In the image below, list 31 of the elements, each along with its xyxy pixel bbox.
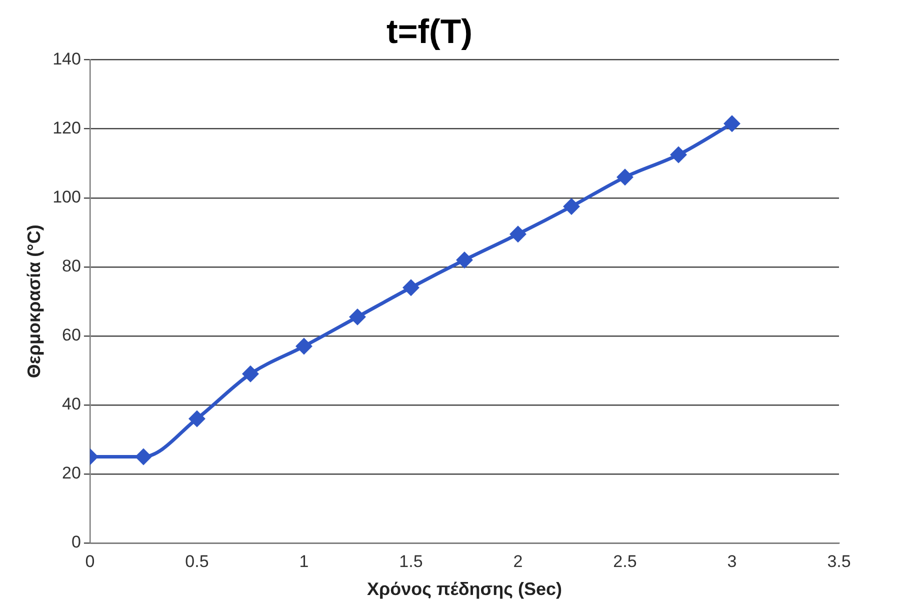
point <box>617 169 633 185</box>
point <box>456 252 472 268</box>
x-tick-label: 2.5 <box>613 552 637 571</box>
point <box>724 116 740 132</box>
y-tick-label: 140 <box>52 49 81 68</box>
y-tick-label: 40 <box>62 394 81 414</box>
x-tick-label: 3.5 <box>827 552 851 571</box>
chart-title: t=f(T) <box>386 12 472 51</box>
x-tick-label: 1.5 <box>399 552 423 571</box>
y-tick-label: 20 <box>62 464 81 483</box>
x-axis-title: Χρόνος πέδησης (Sec) <box>366 579 562 600</box>
y-axis-title: Θερμοκρασία (°C) <box>24 224 44 378</box>
x-tick-label: 0 <box>85 552 95 571</box>
x-tick-label: 3 <box>727 552 737 571</box>
y-tick-label: 120 <box>52 118 81 138</box>
point <box>403 280 419 296</box>
point <box>136 448 152 464</box>
y-tick-label: 80 <box>62 256 81 276</box>
y-tick-label: 100 <box>52 188 81 207</box>
point <box>189 411 205 426</box>
point <box>670 146 686 162</box>
x-tick-label: 1 <box>299 552 309 571</box>
point <box>350 309 366 325</box>
y-tick-label: 60 <box>62 326 81 345</box>
point <box>242 366 258 382</box>
x-tick-label: 2 <box>513 552 523 571</box>
point <box>510 226 526 242</box>
point <box>296 338 312 354</box>
y-tick-label: 0 <box>71 532 81 552</box>
x-tick-label: 0.5 <box>185 552 209 571</box>
point <box>564 198 580 214</box>
